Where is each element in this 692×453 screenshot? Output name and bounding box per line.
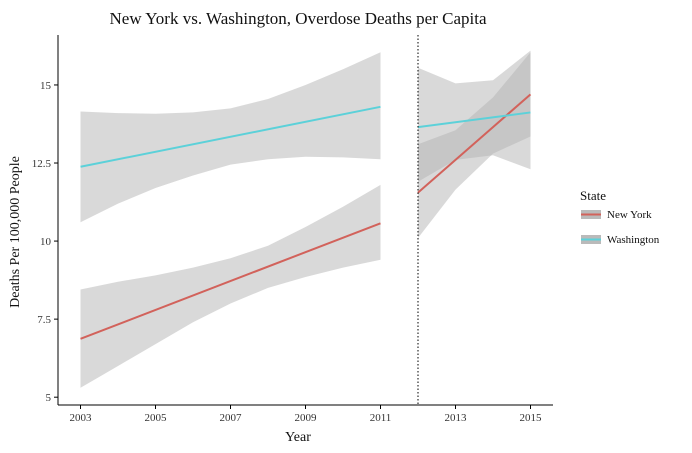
- legend-label-washington: Washington: [607, 234, 660, 246]
- x-axis-ticks: 2003 2005 2007 2009 2011 2013 2015: [70, 405, 543, 424]
- x-tick-label: 2015: [520, 412, 543, 424]
- series-lines: [80, 93, 532, 340]
- confidence-bands: [80, 50, 531, 388]
- legend: State New York Washington: [580, 188, 660, 246]
- legend-title: State: [580, 188, 606, 203]
- y-tick-label: 15: [40, 80, 52, 92]
- x-tick-label: 2013: [445, 412, 468, 424]
- x-tick-label: 2011: [370, 412, 392, 424]
- x-axis-title: Year: [285, 430, 311, 445]
- series-line-washington: [417, 111, 531, 129]
- x-tick-label: 2007: [220, 412, 243, 424]
- y-axis-ticks: 5 7.5 10 12.5 15: [32, 80, 58, 404]
- confidence-band-washington: [418, 50, 531, 182]
- confidence-band-new-york: [80, 184, 381, 388]
- y-tick-label: 5: [46, 392, 52, 404]
- series-line-new-york: [80, 222, 381, 340]
- x-tick-label: 2009: [295, 412, 318, 424]
- x-tick-label: 2005: [145, 412, 168, 424]
- y-tick-label: 10: [40, 236, 52, 248]
- x-tick-label: 2003: [70, 412, 93, 424]
- series-line-new-york: [417, 93, 532, 194]
- y-tick-label: 12.5: [32, 158, 52, 170]
- series-line-washington: [80, 105, 381, 168]
- legend-label-new-york: New York: [607, 209, 652, 221]
- chart-title: New York vs. Washington, Overdose Deaths…: [110, 9, 487, 28]
- y-axis-title: Deaths Per 100,000 People: [8, 156, 23, 308]
- y-tick-label: 7.5: [37, 314, 51, 326]
